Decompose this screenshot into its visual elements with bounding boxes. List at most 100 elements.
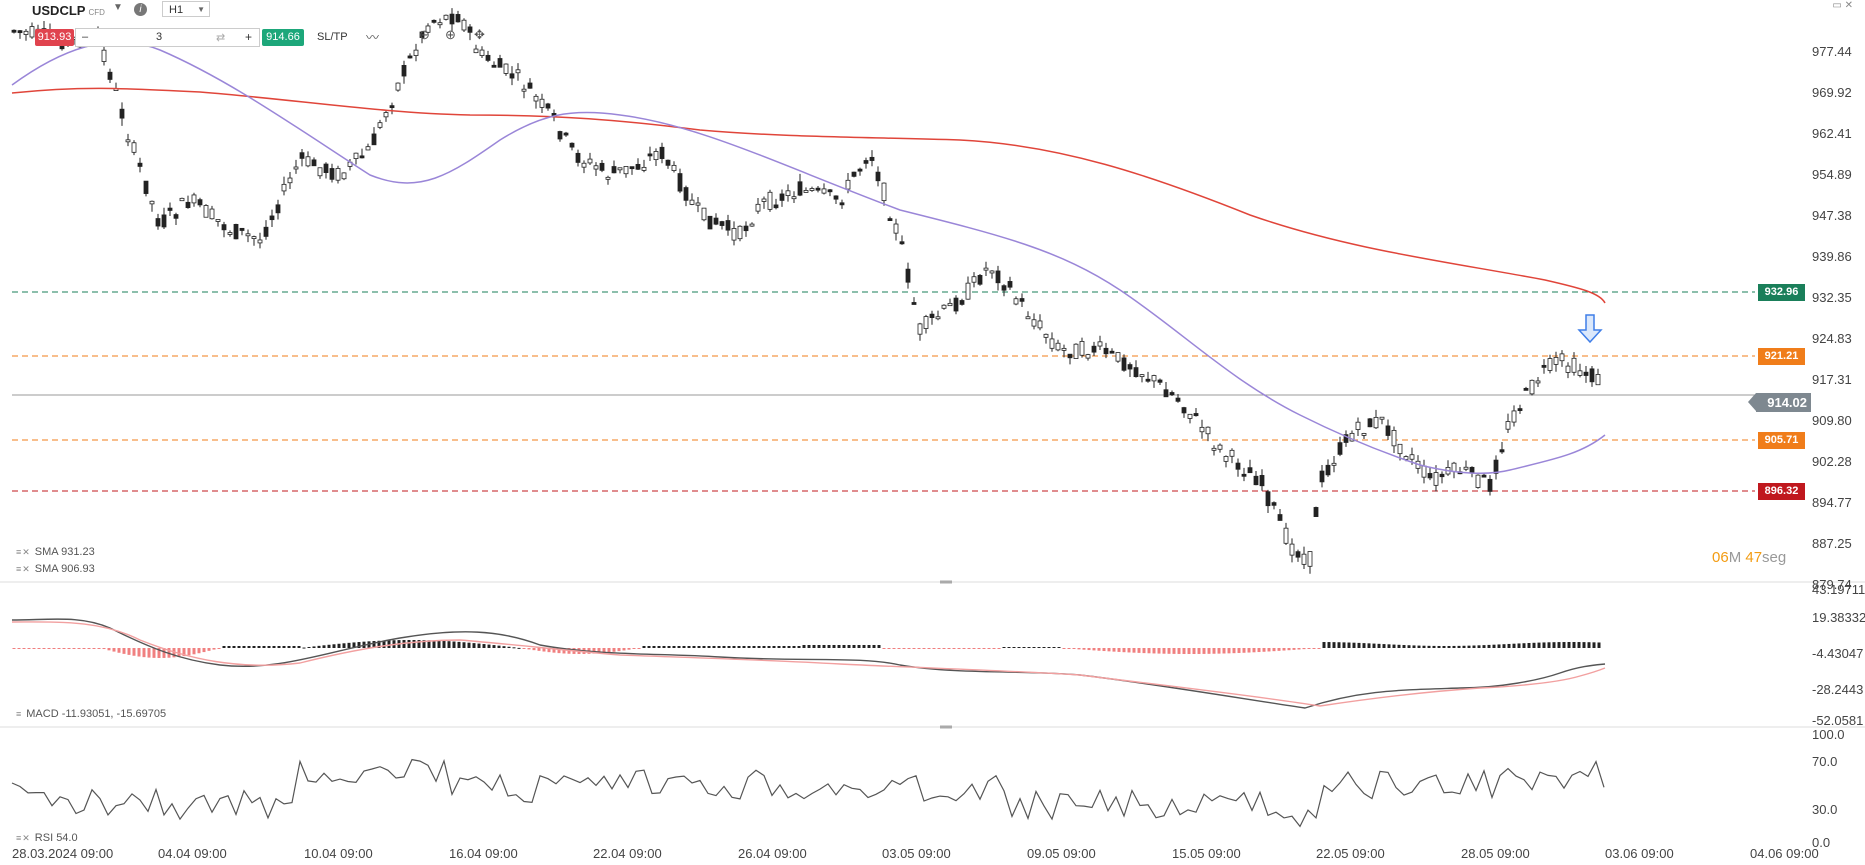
candle-body	[281, 183, 287, 192]
candle-body	[851, 171, 857, 177]
line-chart-icon[interactable]: 〰	[366, 30, 380, 45]
zoom-in-icon[interactable]: ⊕	[445, 27, 456, 42]
candle-body	[119, 108, 125, 119]
macd-histogram-bar	[1462, 645, 1466, 648]
macd-histogram-bar	[1432, 645, 1436, 648]
macd-histogram-bar	[257, 646, 261, 648]
rsi-tick-label: 0.0	[1812, 835, 1831, 850]
rsi-legend[interactable]: ≡✕ RSI 54.0	[16, 832, 78, 844]
macd-histogram-bar	[1097, 648, 1101, 651]
macd-histogram-bar	[467, 642, 471, 648]
decrease-button[interactable]: –	[82, 31, 89, 43]
level-price-tag[interactable]: 905.71	[1758, 432, 1805, 449]
zoom-out-icon[interactable]: ⊖	[419, 27, 430, 42]
candle-body	[1367, 418, 1373, 428]
macd-histogram-bar	[707, 646, 711, 648]
macd-histogram-bar	[437, 640, 441, 648]
macd-histogram-bar	[1452, 645, 1456, 648]
macd-histogram-bar	[772, 646, 776, 648]
timeframe-select[interactable]: H1 ▼	[162, 1, 210, 17]
candle-body	[1337, 442, 1343, 455]
candle-body	[167, 207, 173, 211]
macd-histogram-bar	[817, 645, 821, 648]
macd-histogram-bar	[937, 648, 941, 649]
chevron-down-icon[interactable]: ▼	[113, 2, 123, 13]
macd-histogram-bar	[1407, 645, 1411, 648]
candle-body	[713, 217, 719, 225]
level-price-tag[interactable]: 921.21	[1758, 348, 1805, 365]
candle-body	[1319, 470, 1325, 483]
macd-histogram-bar	[1552, 642, 1556, 648]
macd-histogram-bar	[1027, 647, 1031, 648]
time-tick-label: 04.06 09:00	[1750, 846, 1819, 861]
candle-body	[521, 88, 527, 92]
candle-body	[899, 241, 905, 245]
candle-body	[1277, 514, 1283, 521]
price-tick-label: 962.41	[1812, 126, 1852, 141]
buy-button[interactable]: 914.66	[262, 29, 304, 46]
candle-body	[1325, 464, 1331, 476]
macd-histogram-bar	[1537, 642, 1541, 648]
candle-body	[545, 103, 551, 109]
sltp-button[interactable]: SL/TP	[317, 31, 348, 43]
symbol-label[interactable]: USDCLP CFD	[32, 3, 105, 18]
candle-body	[755, 203, 761, 212]
macd-histogram-bar	[37, 648, 41, 649]
candle-body	[1055, 342, 1061, 351]
macd-histogram-bar	[82, 648, 86, 649]
macd-histogram-bar	[527, 648, 531, 650]
window-controls[interactable]: ▭ ✕	[1832, 0, 1853, 11]
candle-body	[1247, 467, 1253, 474]
increase-button[interactable]: +	[245, 30, 253, 44]
sma-legend[interactable]: ≡✕ SMA 931.23	[16, 546, 95, 558]
macd-legend[interactable]: ≡ MACD -11.93051, -15.69705	[16, 708, 167, 720]
macd-histogram-bar	[1107, 648, 1111, 652]
candle-body	[707, 215, 713, 230]
level-price-tag[interactable]: 896.32	[1758, 483, 1805, 500]
macd-histogram-bar	[902, 648, 906, 649]
macd-tick-label: -4.43047	[1812, 646, 1864, 661]
sma-fast-line	[11, 41, 1606, 475]
macd-histogram-bar	[382, 640, 386, 648]
macd-histogram-bar	[642, 646, 646, 648]
info-icon[interactable]: i	[134, 3, 147, 16]
candle-body	[809, 188, 815, 191]
time-tick-label: 03.06 09:00	[1605, 846, 1674, 861]
macd-histogram-bar	[782, 646, 786, 648]
candle-body	[1097, 341, 1103, 347]
candle-body	[647, 153, 653, 157]
candle-body	[377, 122, 383, 128]
macd-histogram-bar	[597, 648, 601, 654]
macd-histogram-bar	[1322, 642, 1326, 648]
candle-body	[629, 166, 635, 170]
swap-icon[interactable]: ⇄	[216, 32, 226, 44]
macd-histogram-bar	[562, 648, 566, 654]
quantity-stepper[interactable]: – 3 ⇄	[75, 28, 260, 47]
macd-histogram-bar	[612, 648, 616, 652]
crosshair-icon[interactable]: ✥	[474, 27, 485, 42]
macd-histogram-bar	[1182, 648, 1186, 654]
macd-histogram-bar	[1157, 648, 1161, 654]
macd-histogram-bar	[1477, 645, 1481, 648]
macd-histogram-bar	[1597, 642, 1601, 648]
candle-body	[1385, 425, 1391, 436]
candle-body	[269, 215, 275, 221]
quantity-input[interactable]: 3	[156, 31, 163, 43]
macd-histogram-bar	[1502, 644, 1506, 648]
macd-histogram-bar	[1547, 642, 1551, 648]
macd-histogram-bar	[142, 648, 146, 658]
macd-histogram-bar	[1287, 648, 1291, 651]
candle-body	[971, 276, 977, 283]
candle-body	[1241, 473, 1247, 477]
macd-histogram-bar	[22, 648, 26, 649]
candle-body	[1211, 447, 1217, 451]
sell-button[interactable]: 913.93	[35, 29, 74, 46]
candle-body	[1025, 316, 1031, 320]
candle-body	[353, 152, 359, 160]
macd-histogram-bar	[1522, 643, 1526, 648]
macd-histogram-bar	[242, 646, 246, 648]
candle-body	[821, 188, 827, 194]
level-price-tag[interactable]: 932.96	[1758, 284, 1805, 301]
sma-legend[interactable]: ≡✕ SMA 906.93	[16, 563, 95, 575]
